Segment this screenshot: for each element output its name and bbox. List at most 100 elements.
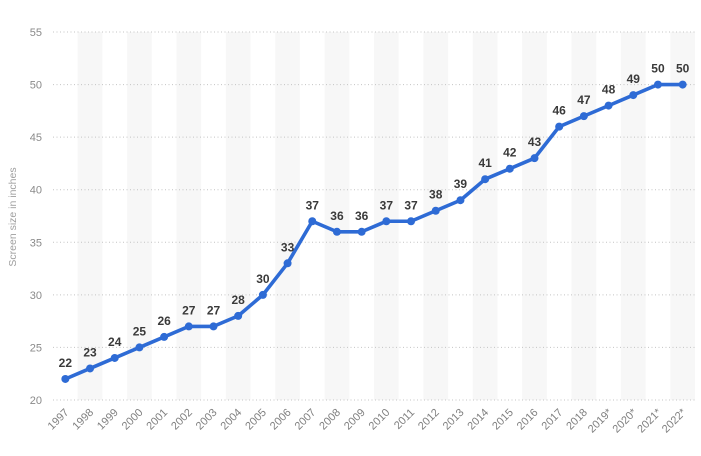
data-point[interactable] [431,206,440,215]
data-label: 42 [503,146,517,160]
data-label: 33 [281,240,295,254]
data-point[interactable] [579,112,588,121]
data-point[interactable] [629,91,638,100]
data-label: 43 [528,135,542,149]
data-point[interactable] [555,122,564,131]
data-label: 41 [478,156,492,170]
series-line [63,82,685,381]
data-label: 38 [429,188,443,202]
x-tick-label: 1997 [46,407,72,433]
x-tick-label: 2001 [144,407,170,433]
data-label: 37 [404,198,418,212]
y-axis-title: Screen size in inches [7,167,19,267]
plot-band [225,32,251,400]
data-point[interactable] [110,353,119,362]
x-tick-label: 2013 [441,407,467,433]
data-label: 47 [577,93,591,107]
data-label: 36 [330,209,344,223]
data-point[interactable] [332,227,341,236]
data-point[interactable] [258,290,267,299]
x-tick-label: 2009 [342,407,368,433]
data-point[interactable] [530,154,539,163]
data-label: 23 [83,345,97,359]
plot-band [176,32,202,400]
data-label: 48 [602,83,616,97]
x-tick-label: 2004 [219,407,245,433]
x-tick-label: 2015 [490,407,516,433]
plot-band [620,32,646,400]
x-tick-label: 1998 [70,407,96,433]
data-label: 49 [627,72,641,86]
data-label: 27 [182,303,196,317]
x-tick-label: 2012 [416,407,442,433]
data-point[interactable] [135,343,144,352]
y-tick-label: 40 [30,185,42,197]
x-tick-label: 2002 [169,407,195,433]
data-label: 25 [133,324,147,338]
x-tick-label: 2016 [515,407,541,433]
data-point[interactable] [382,217,391,226]
data-point[interactable] [357,227,366,236]
data-point[interactable] [505,164,514,173]
x-tick-label: 2003 [194,407,220,433]
plot-band [374,32,399,400]
data-label: 46 [553,104,567,118]
y-tick-label: 50 [30,80,42,92]
x-tick-label: 2011 [392,407,417,432]
data-label: 28 [232,293,246,307]
data-label: 22 [59,356,73,370]
plot-band [472,32,498,400]
data-label: 27 [207,303,221,317]
data-label: 39 [454,177,468,191]
x-tick-label: 2005 [243,407,269,433]
x-tick-label: 2006 [268,407,294,433]
x-tick-label: 2017 [540,407,566,433]
plot-band [275,32,300,400]
y-tick-label: 35 [30,237,42,249]
x-tick-label: 2010 [367,407,393,433]
data-point[interactable] [209,322,218,331]
plot-band [127,32,152,400]
data-label: 50 [651,62,665,76]
data-label: 30 [256,272,270,286]
plot-band [571,32,597,400]
x-tick-label: 2020* [611,406,640,435]
data-label: 37 [380,198,394,212]
data-label: 26 [157,314,171,328]
plot-band [522,32,547,400]
x-tick-label: 2019* [586,406,615,435]
y-tick-label: 55 [30,27,42,39]
data-label: 50 [676,62,690,76]
x-tick-label: 2014 [465,407,491,433]
x-tick-label: 2007 [293,407,319,433]
x-tick-label: 1999 [95,407,121,433]
plot-band [77,32,103,400]
x-tick-label: 2021* [635,406,664,435]
data-point[interactable] [481,175,490,184]
y-tick-label: 25 [30,342,42,354]
y-tick-label: 45 [30,132,42,144]
y-tick-label: 30 [30,290,42,302]
data-point[interactable] [61,374,70,383]
data-point[interactable] [234,311,243,320]
data-point[interactable] [456,196,465,205]
data-point[interactable] [86,364,95,373]
data-point[interactable] [653,80,662,89]
data-point[interactable] [283,259,292,268]
data-label: 37 [306,198,320,212]
data-point[interactable] [407,217,416,226]
data-point[interactable] [678,80,687,89]
x-tick-label: 2000 [120,407,146,433]
data-point[interactable] [184,322,193,331]
data-label: 24 [108,335,122,349]
data-point[interactable] [308,217,317,226]
plot-band [670,32,695,400]
x-tick-label: 2008 [317,407,343,433]
x-tick-label: 2022* [660,406,689,435]
plot-band [324,32,350,400]
data-point[interactable] [604,101,613,110]
data-point[interactable] [160,332,169,341]
y-tick-label: 20 [30,395,42,407]
